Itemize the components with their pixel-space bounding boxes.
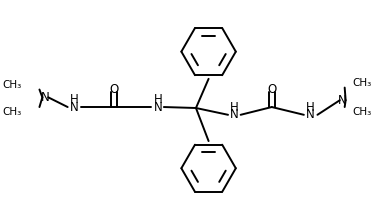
Text: CH₃: CH₃ — [352, 78, 372, 88]
Text: N: N — [41, 91, 50, 104]
Text: CH₃: CH₃ — [3, 107, 22, 117]
Text: N: N — [70, 100, 79, 114]
Text: H: H — [306, 100, 315, 114]
Text: CH₃: CH₃ — [352, 107, 372, 117]
Text: H: H — [230, 100, 238, 114]
Text: O: O — [267, 83, 276, 96]
Text: N: N — [230, 108, 238, 121]
Text: N: N — [154, 100, 162, 114]
Text: H: H — [154, 93, 162, 106]
Text: N: N — [306, 108, 315, 121]
Text: O: O — [110, 83, 119, 96]
Text: H: H — [70, 93, 79, 106]
Text: CH₃: CH₃ — [3, 80, 22, 90]
Text: N: N — [338, 94, 347, 107]
